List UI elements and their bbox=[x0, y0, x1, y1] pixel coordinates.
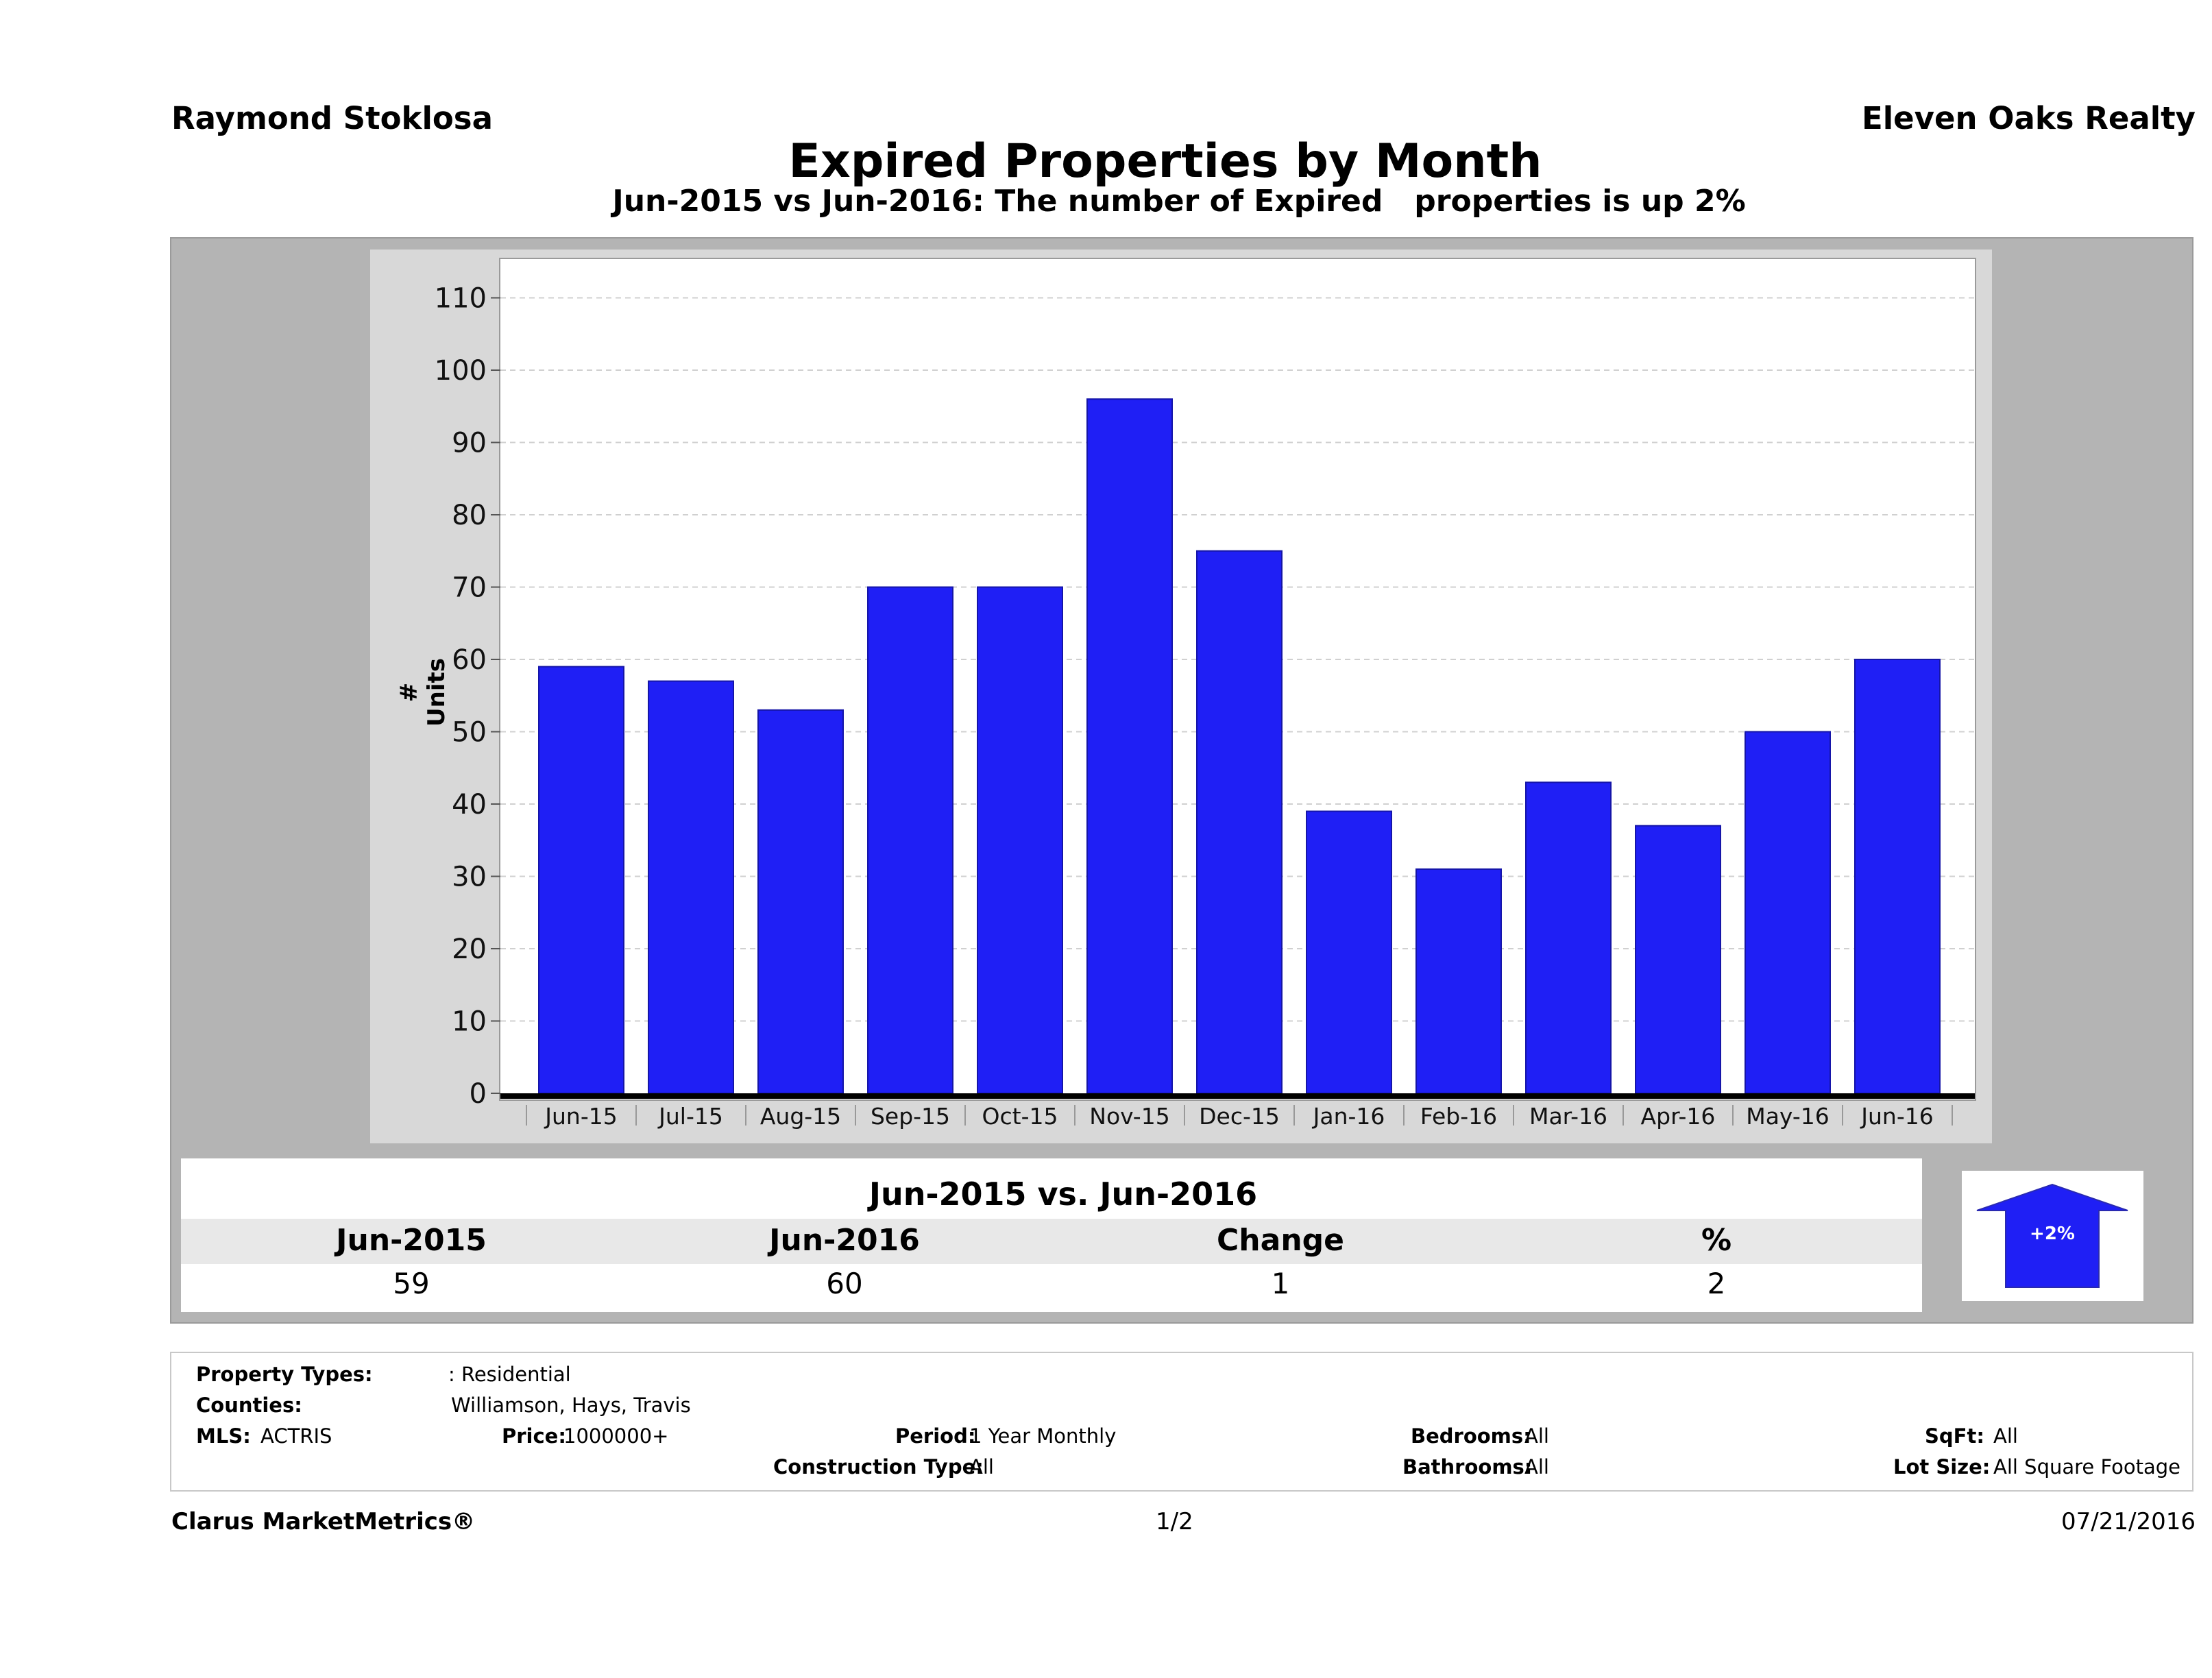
y-tick-label: 90 bbox=[452, 428, 487, 459]
period-label: Period: bbox=[895, 1424, 976, 1448]
y-tick-label: 40 bbox=[452, 789, 487, 820]
bathrooms-label: Bathrooms: bbox=[1402, 1455, 1533, 1479]
bathrooms-value: All bbox=[1524, 1455, 1549, 1479]
bedrooms-label: Bedrooms: bbox=[1411, 1424, 1531, 1448]
comparison-header-row bbox=[181, 1219, 1922, 1264]
chart-subtitle: Jun-2015 vs Jun-2016: The number of Expi… bbox=[612, 184, 1746, 219]
x-tick-label: May-16 bbox=[1746, 1103, 1830, 1130]
comparison-value-jun2015: 59 bbox=[393, 1267, 430, 1300]
construction-value: All bbox=[969, 1455, 994, 1479]
comparison-header-jun2015: Jun-2015 bbox=[336, 1223, 487, 1258]
bar-aug-15 bbox=[757, 709, 844, 1094]
mls-label: MLS: bbox=[196, 1424, 251, 1448]
bar-may-16 bbox=[1745, 731, 1831, 1094]
bar-mar-16 bbox=[1525, 781, 1612, 1094]
property-types-label: Property Types: bbox=[196, 1363, 373, 1386]
x-tick-label: Oct-15 bbox=[982, 1103, 1058, 1130]
sqft-value: All bbox=[1993, 1424, 2018, 1448]
price-value: 1000000+ bbox=[563, 1424, 669, 1448]
comparison-value-change: 1 bbox=[1271, 1267, 1290, 1300]
bar-nov-15 bbox=[1086, 398, 1173, 1094]
y-tick-label: 100 bbox=[435, 355, 487, 387]
bedrooms-value: All bbox=[1524, 1424, 1549, 1448]
agent-name: Raymond Stoklosa bbox=[171, 100, 493, 136]
bar-jun-16 bbox=[1854, 659, 1941, 1094]
bar-oct-15 bbox=[977, 586, 1063, 1094]
bar-jan-16 bbox=[1306, 810, 1392, 1095]
comparison-header-jun2016: Jun-2016 bbox=[769, 1223, 920, 1258]
y-tick-label: 20 bbox=[452, 934, 487, 965]
filter-info-panel bbox=[170, 1352, 2193, 1492]
bar-sep-15 bbox=[867, 586, 953, 1094]
lot-size-label: Lot Size: bbox=[1893, 1455, 1991, 1479]
mls-value: ACTRIS bbox=[260, 1424, 332, 1448]
y-tick-label: 60 bbox=[452, 644, 487, 676]
counties-value: Williamson, Hays, Travis bbox=[451, 1394, 691, 1417]
x-tick-label: Nov-15 bbox=[1089, 1103, 1169, 1130]
comparison-value-percent: 2 bbox=[1707, 1267, 1726, 1300]
change-indicator: +2% bbox=[1962, 1171, 2143, 1301]
construction-label: Construction Type: bbox=[773, 1455, 984, 1479]
x-tick-label: Sep-15 bbox=[871, 1103, 950, 1130]
comparison-value-row bbox=[193, 1265, 1922, 1306]
x-tick-label: Apr-16 bbox=[1641, 1103, 1716, 1130]
property-types-value: : Residential bbox=[448, 1363, 571, 1386]
chart-title: Expired Properties by Month bbox=[788, 134, 1542, 189]
change-arrow-label: +2% bbox=[2030, 1224, 2075, 1244]
x-tick-label: Dec-15 bbox=[1199, 1103, 1280, 1130]
y-tick-label: 30 bbox=[452, 862, 487, 893]
footer-page-number: 1/2 bbox=[1156, 1508, 1193, 1535]
x-tick-label: Aug-15 bbox=[760, 1103, 841, 1130]
period-value: 1 Year Monthly bbox=[969, 1424, 1117, 1448]
counties-label: Counties: bbox=[196, 1394, 302, 1417]
x-tick-label: Feb-16 bbox=[1420, 1103, 1497, 1130]
comparison-value-jun2016: 60 bbox=[826, 1267, 863, 1300]
bar-apr-16 bbox=[1635, 825, 1721, 1095]
footer-date: 07/21/2016 bbox=[2061, 1508, 2196, 1535]
x-tick-label: Jun-16 bbox=[1860, 1103, 1933, 1130]
y-tick-label: 110 bbox=[435, 283, 487, 315]
comparison-header-change: Change bbox=[1217, 1223, 1344, 1258]
bar-dec-15 bbox=[1196, 550, 1283, 1094]
x-tick-label: Jan-16 bbox=[1312, 1103, 1385, 1130]
comparison-header-percent: % bbox=[1701, 1223, 1732, 1258]
price-label: Price: bbox=[502, 1424, 566, 1448]
sqft-label: SqFt: bbox=[1925, 1424, 1984, 1448]
x-tick-label: Mar-16 bbox=[1529, 1103, 1607, 1130]
y-tick-label: 80 bbox=[452, 500, 487, 531]
y-axis-label: # Units bbox=[396, 658, 450, 727]
comparison-title: Jun-2015 vs. Jun-2016 bbox=[868, 1176, 1258, 1213]
up-arrow-icon: +2% bbox=[1976, 1183, 2128, 1288]
lot-size-value: All Square Footage bbox=[1993, 1455, 2181, 1479]
x-tick-label: Jun-15 bbox=[544, 1103, 617, 1130]
brokerage-name: Eleven Oaks Realty bbox=[1861, 100, 2196, 136]
y-tick-label: 0 bbox=[470, 1078, 487, 1110]
bar-feb-16 bbox=[1415, 868, 1502, 1094]
bar-jul-15 bbox=[648, 680, 734, 1094]
x-tick-label: Jul-15 bbox=[657, 1103, 723, 1130]
bar-jun-15 bbox=[538, 666, 624, 1094]
y-tick-label: 10 bbox=[452, 1006, 487, 1038]
y-tick-label: 50 bbox=[452, 717, 487, 749]
footer-brand: Clarus MarketMetrics® bbox=[171, 1508, 476, 1535]
y-tick-label: 70 bbox=[452, 572, 487, 604]
